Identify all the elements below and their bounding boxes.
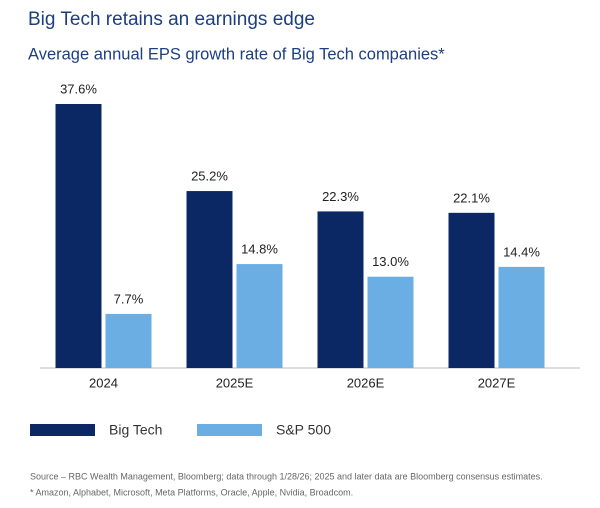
bar [55, 104, 102, 368]
x-tick-label: 2024 [89, 375, 118, 390]
data-label: 14.8% [241, 242, 278, 257]
chart-subtitle: Average annual EPS growth rate of Big Te… [28, 45, 445, 63]
footnote: * Amazon, Alphabet, Microsoft, Meta Plat… [30, 487, 353, 497]
data-label: 22.1% [453, 190, 490, 205]
legend-label: S&P 500 [276, 422, 331, 438]
legend-swatch [30, 424, 95, 436]
bar [236, 264, 283, 368]
x-tick-label: 2025E [216, 375, 254, 390]
data-label: 22.3% [322, 189, 359, 204]
source-note: Source – RBC Wealth Management, Bloomber… [30, 471, 543, 481]
bar [105, 313, 152, 368]
x-tick-label: 2027E [478, 375, 516, 390]
legend-swatch [197, 424, 262, 436]
x-tick-label: 2026E [347, 375, 385, 390]
data-label: 37.6% [60, 81, 97, 96]
bar [367, 276, 414, 368]
data-label: 14.4% [503, 244, 540, 259]
data-label: 25.2% [191, 169, 228, 184]
bar [448, 212, 495, 368]
legend-label: Big Tech [109, 422, 162, 438]
bar [317, 211, 364, 368]
chart-title: Big Tech retains an earnings edge [28, 9, 315, 30]
bar [498, 266, 545, 368]
data-label: 13.0% [372, 254, 409, 269]
bar [186, 191, 233, 368]
data-label: 7.7% [114, 291, 144, 306]
